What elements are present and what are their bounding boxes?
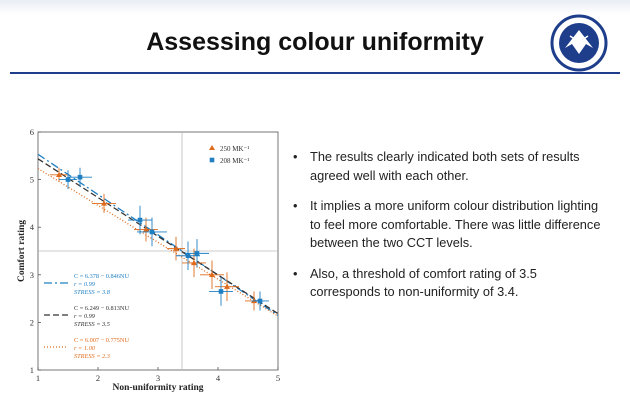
bullet-text: It implies a more uniform colour distrib… [310, 198, 601, 250]
fit-line [37, 168, 279, 317]
x-tick-label: 1 [36, 373, 40, 383]
bullet-text: Also, a threshold of comfort rating of 3… [310, 265, 537, 300]
bullet-item: • The results clearly indicated both sets… [290, 148, 610, 185]
bullet-text: The results clearly indicated both sets … [310, 149, 580, 183]
data-point [224, 283, 230, 289]
data-point [194, 251, 200, 256]
data-point [143, 226, 149, 232]
chart-panel: 1 2 3 4 5 1 2 3 4 5 6 250 MK⁻¹ 208 MK⁻¹ C = 6.378 −… [12, 127, 284, 396]
fit-stress: STRESS = 3.5 [74, 321, 110, 328]
fit-r-value: r = 0.99 [74, 313, 96, 320]
slide-title: Assessing colour uniformity [146, 28, 484, 56]
fit-r-value: r = 1.00 [74, 345, 96, 352]
legend-marker [209, 145, 215, 150]
fit-line [37, 158, 279, 315]
data-point [101, 200, 107, 206]
y-tick-label: 2 [30, 317, 34, 327]
data-point [77, 174, 83, 180]
y-tick-label: 5 [30, 175, 34, 185]
x-tick-label: 5 [276, 373, 280, 383]
x-tick-label: 2 [96, 373, 100, 383]
fit-equation: C = 6.249 − 0.813NU [74, 305, 129, 312]
data-point [65, 177, 71, 182]
y-axis-label: Comfort rating [17, 220, 27, 282]
legend-label: 208 MK⁻¹ [220, 157, 249, 165]
y-tick-label: 6 [30, 128, 34, 137]
scatter-chart: 1 2 3 4 5 1 2 3 4 5 6 250 MK⁻¹ 208 MK⁻¹ C = 6.378 −… [17, 127, 280, 393]
data-point [209, 271, 215, 277]
fit-equation: C = 6.378 − 0.846NU [74, 273, 129, 280]
bullet-item: • It implies a more uniform colour distri… [290, 197, 610, 253]
data-point [137, 217, 143, 223]
title-rule [10, 72, 620, 74]
data-point [185, 253, 191, 259]
fit-equation: C = 6.007 − 0.775NU [74, 337, 129, 344]
data-point [191, 259, 197, 266]
data-point [173, 245, 179, 251]
x-tick-label: 4 [216, 373, 221, 383]
y-tick-label: 1 [30, 365, 34, 375]
header-band [0, 0, 630, 14]
x-axis-label: Non-uniformity rating [112, 383, 203, 393]
data-point [56, 171, 62, 178]
legend-label: 250 MK⁻¹ [220, 145, 249, 153]
fit-r-value: r = 0.99 [74, 281, 96, 288]
x-tick-label: 3 [156, 373, 160, 383]
y-tick-label: 4 [30, 222, 35, 232]
y-tick-label: 3 [30, 270, 34, 280]
university-logo [550, 14, 608, 72]
bullet-item: • Also, a threshold of comfort rating of … [290, 265, 610, 302]
legend-marker [209, 157, 215, 163]
fit-stress: STRESS = 3.8 [74, 289, 111, 296]
data-point [257, 298, 263, 304]
fit-stress: STRESS = 2.3 [74, 353, 110, 360]
bullet-dot-icon: • [293, 265, 298, 281]
bullet-dot-icon: • [293, 198, 298, 213]
data-point [218, 289, 224, 294]
bullet-dot-icon: • [293, 149, 298, 164]
data-point [149, 229, 155, 235]
bullet-list: • The results clearly indicated both sets… [290, 148, 610, 314]
